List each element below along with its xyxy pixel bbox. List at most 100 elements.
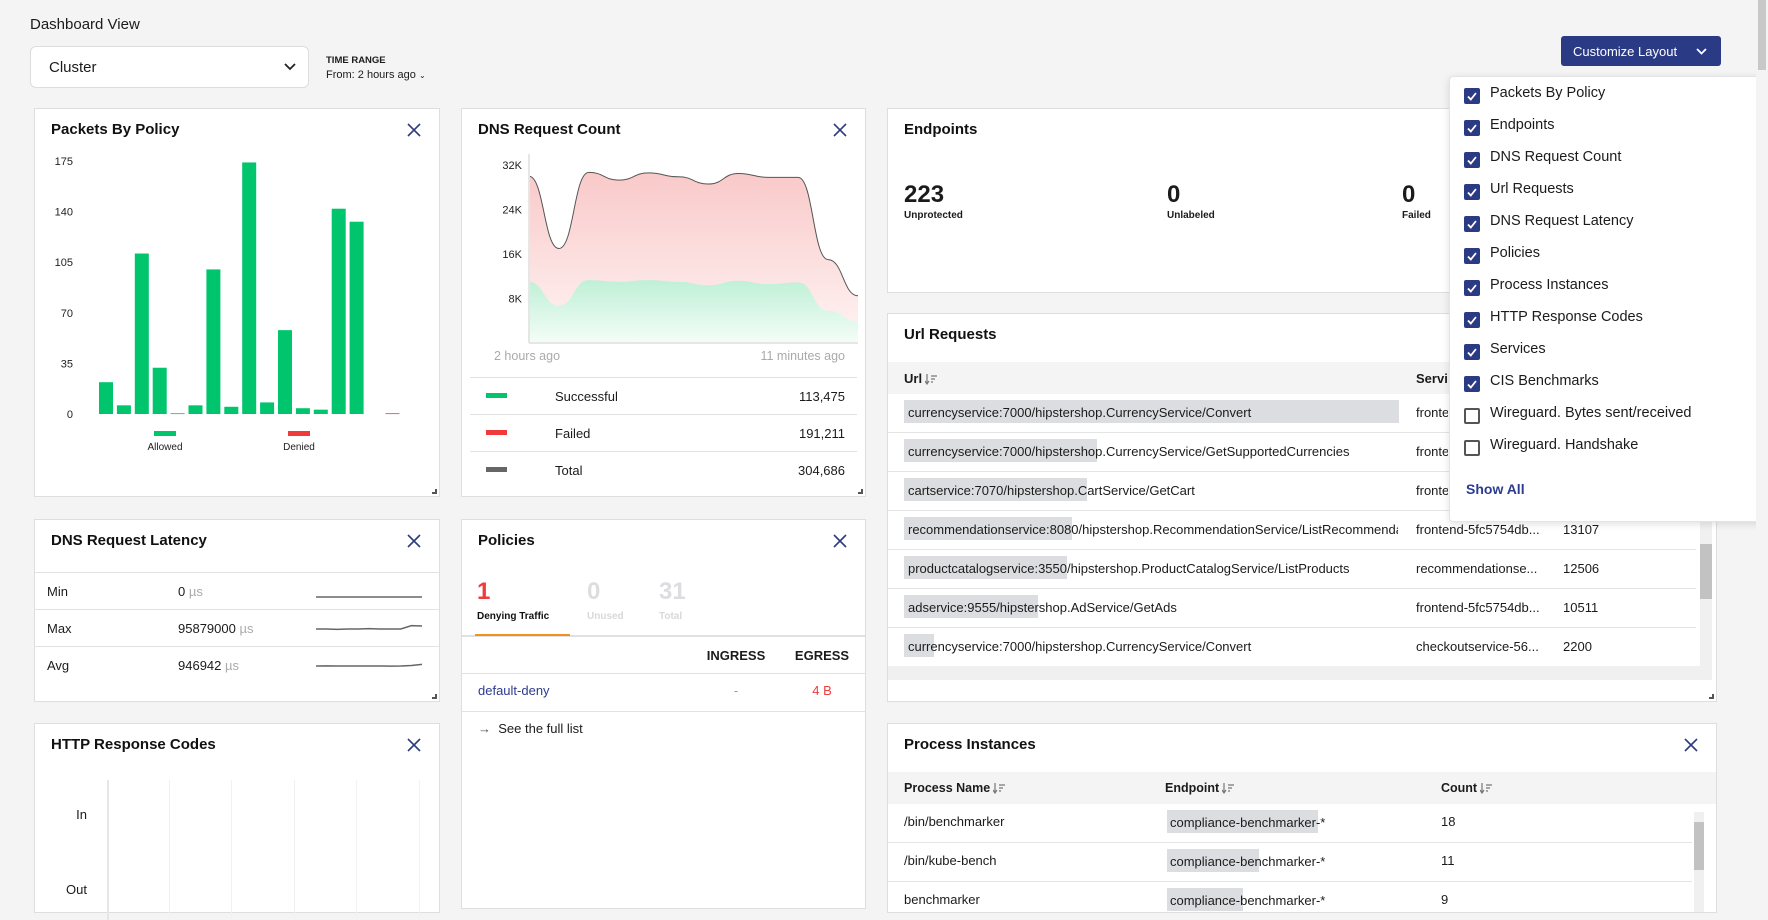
legend-swatch: [486, 393, 507, 398]
resize-handle[interactable]: [432, 694, 437, 699]
gridline: [231, 780, 232, 920]
check-icon: [1467, 252, 1477, 261]
layout-option[interactable]: Process Instances: [1450, 273, 1766, 301]
checkbox[interactable]: [1464, 152, 1480, 168]
checkbox[interactable]: [1464, 408, 1480, 424]
show-all-link[interactable]: Show All: [1466, 481, 1525, 497]
column-header-endpoint[interactable]: Endpoint: [1165, 781, 1235, 795]
close-icon[interactable]: [405, 736, 423, 754]
layout-option[interactable]: CIS Benchmarks: [1450, 369, 1766, 397]
stat-label: Unprotected: [904, 210, 963, 221]
layout-option[interactable]: Wireguard. Bytes sent/received: [1450, 401, 1766, 429]
table-row[interactable]: /bin/benchmarker compliance-benchmarker-*…: [888, 804, 1692, 843]
count-cell: 12506: [1563, 561, 1600, 576]
checkbox[interactable]: [1464, 184, 1480, 200]
column-header-egress: EGRESS: [794, 648, 850, 663]
close-icon[interactable]: [831, 532, 849, 550]
vertical-scrollbar[interactable]: [1694, 812, 1704, 912]
layout-option[interactable]: DNS Request Latency: [1450, 209, 1766, 237]
latency-value: 95879000: [178, 621, 236, 636]
layout-option[interactable]: Endpoints: [1450, 113, 1766, 141]
count-cell: 10511: [1563, 600, 1599, 615]
layout-option[interactable]: Wireguard. Handshake: [1450, 433, 1766, 461]
column-label: Count: [1441, 781, 1478, 795]
policy-tab[interactable]: 1 Denying Traffic: [475, 578, 570, 636]
legend-value: 304,686: [798, 463, 845, 478]
table-row[interactable]: currencyservice:7000/hipstershop.Currenc…: [888, 394, 1696, 433]
latency-unit: µs: [225, 658, 240, 673]
table-row[interactable]: currencyservice:7000/hipstershop.Currenc…: [888, 628, 1696, 667]
table-row[interactable]: cartservice:7070/hipstershop.CartService…: [888, 472, 1696, 511]
bar-allowed: [295, 408, 310, 414]
table-row[interactable]: productcatalogservice:3550/hipstershop.P…: [888, 550, 1696, 589]
page-scrollbar-thumb[interactable]: [1758, 0, 1766, 70]
checkbox[interactable]: [1464, 440, 1480, 456]
checkbox[interactable]: [1464, 280, 1480, 296]
policy-link[interactable]: default-deny: [478, 683, 550, 698]
view-select-value: Cluster: [49, 59, 97, 76]
checkbox[interactable]: [1464, 88, 1480, 104]
table-row[interactable]: /bin/kube-bench compliance-benchmarker-* 1…: [888, 843, 1692, 882]
check-icon: [1467, 92, 1477, 101]
checkbox[interactable]: [1464, 312, 1480, 328]
layout-option[interactable]: HTTP Response Codes: [1450, 305, 1766, 333]
see-full-list-link[interactable]: → See the full list: [478, 721, 583, 736]
see-full-list-label: See the full list: [498, 721, 583, 736]
close-icon[interactable]: [405, 532, 423, 550]
process-instances-card: Process Instances Process Name Endpoint …: [887, 723, 1717, 913]
checkbox[interactable]: [1464, 376, 1480, 392]
policies-card: Policies INGRESS EGRESS default-deny - 4…: [461, 519, 866, 909]
url-cell: currencyservice:7000/hipstershop.Currenc…: [908, 444, 1350, 459]
table-row[interactable]: adservice:9555/hipstershop.AdService/Get…: [888, 589, 1696, 628]
checkbox[interactable]: [1464, 216, 1480, 232]
layout-option[interactable]: Policies: [1450, 241, 1766, 269]
legend-swatch: [154, 431, 176, 436]
latency-value-wrap: 0 µs: [178, 584, 203, 599]
layout-option[interactable]: Packets By Policy: [1450, 81, 1766, 109]
policy-tab[interactable]: 0 Unused: [585, 578, 655, 636]
column-header-process-name[interactable]: Process Name: [904, 781, 1006, 795]
scrollbar-thumb[interactable]: [1694, 822, 1704, 870]
layout-option[interactable]: Services: [1450, 337, 1766, 365]
checkbox[interactable]: [1464, 344, 1480, 360]
table-row[interactable]: currencyservice:7000/hipstershop.Currenc…: [888, 433, 1696, 472]
close-icon[interactable]: [405, 121, 423, 139]
scrollbar-thumb[interactable]: [1700, 544, 1712, 599]
checkbox[interactable]: [1464, 120, 1480, 136]
layout-option[interactable]: DNS Request Count: [1450, 145, 1766, 173]
time-range-select[interactable]: From: 2 hours ago ⌄: [326, 69, 426, 81]
chevron-down-icon: [284, 63, 296, 71]
sparkline: [315, 663, 423, 667]
policy-tab[interactable]: 31 Total: [657, 578, 727, 636]
column-header-url[interactable]: Url: [904, 371, 938, 386]
column-header-count[interactable]: Count: [1441, 781, 1493, 795]
latency-value-wrap: 95879000 µs: [178, 621, 253, 636]
close-icon[interactable]: [831, 121, 849, 139]
y-tick-label: 32K: [502, 160, 522, 172]
view-select[interactable]: Cluster: [30, 46, 309, 88]
checkbox[interactable]: [1464, 248, 1480, 264]
count-bar: [904, 517, 1073, 540]
legend-row: Successful 113,475: [470, 377, 857, 414]
url-cell: productcatalogservice:3550/hipstershop.P…: [908, 561, 1350, 576]
layout-option[interactable]: Url Requests: [1450, 177, 1766, 205]
row-label-out: Out: [66, 882, 87, 897]
arrow-right-icon: →: [478, 721, 491, 736]
resize-handle[interactable]: [432, 489, 437, 494]
bar-allowed: [152, 367, 167, 414]
tab-label: Denying Traffic: [477, 611, 550, 622]
customize-layout-button[interactable]: Customize Layout: [1561, 36, 1721, 66]
bar-allowed: [134, 253, 149, 414]
resize-handle[interactable]: [1709, 694, 1714, 699]
sparkline-line: [316, 624, 423, 631]
bar-allowed: [188, 405, 203, 414]
card-title: Url Requests: [904, 326, 997, 343]
resize-handle[interactable]: [858, 489, 863, 494]
page-scrollbar[interactable]: [1756, 0, 1768, 898]
close-icon[interactable]: [1682, 736, 1700, 754]
column-header-service[interactable]: Service: [1416, 371, 1448, 386]
table-row[interactable]: recommendationservice:8080/hipstershop.R…: [888, 511, 1696, 550]
horizontal-scrollbar[interactable]: [888, 666, 1712, 680]
url-cell: currencyservice:7000/hipstershop.Currenc…: [908, 405, 1252, 420]
axis-line: [107, 780, 109, 920]
